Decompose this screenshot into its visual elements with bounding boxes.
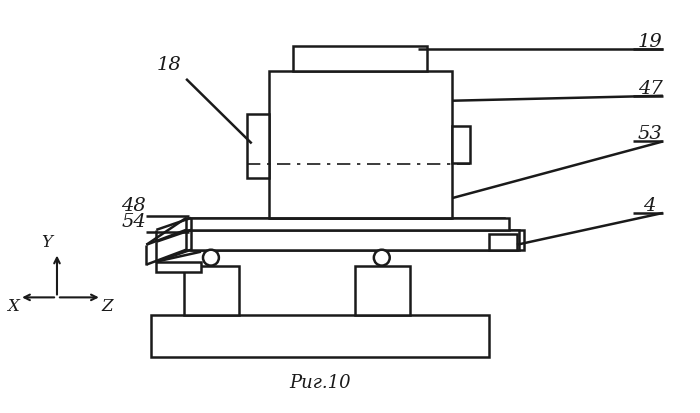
Text: 4: 4 xyxy=(643,197,655,215)
Text: X: X xyxy=(7,298,19,315)
Text: Y: Y xyxy=(41,234,52,251)
Bar xyxy=(246,114,269,178)
Text: 54: 54 xyxy=(122,213,146,231)
Bar xyxy=(186,218,504,230)
Bar xyxy=(184,266,239,315)
Bar xyxy=(452,126,470,163)
Bar xyxy=(156,261,201,272)
Text: 18: 18 xyxy=(156,56,181,74)
Bar xyxy=(186,230,524,250)
Bar xyxy=(191,230,519,250)
Text: 53: 53 xyxy=(638,126,663,143)
Text: Z: Z xyxy=(102,298,113,315)
Bar xyxy=(293,46,428,71)
Text: Рuг.10: Рuг.10 xyxy=(289,374,351,392)
Bar xyxy=(489,234,517,250)
Text: 47: 47 xyxy=(638,80,663,98)
Text: 19: 19 xyxy=(638,33,663,51)
Bar xyxy=(151,315,489,357)
Bar xyxy=(355,266,409,315)
Circle shape xyxy=(374,250,390,266)
Circle shape xyxy=(203,250,219,266)
Text: 48: 48 xyxy=(122,197,146,215)
Bar xyxy=(191,218,509,230)
Bar xyxy=(269,71,452,218)
